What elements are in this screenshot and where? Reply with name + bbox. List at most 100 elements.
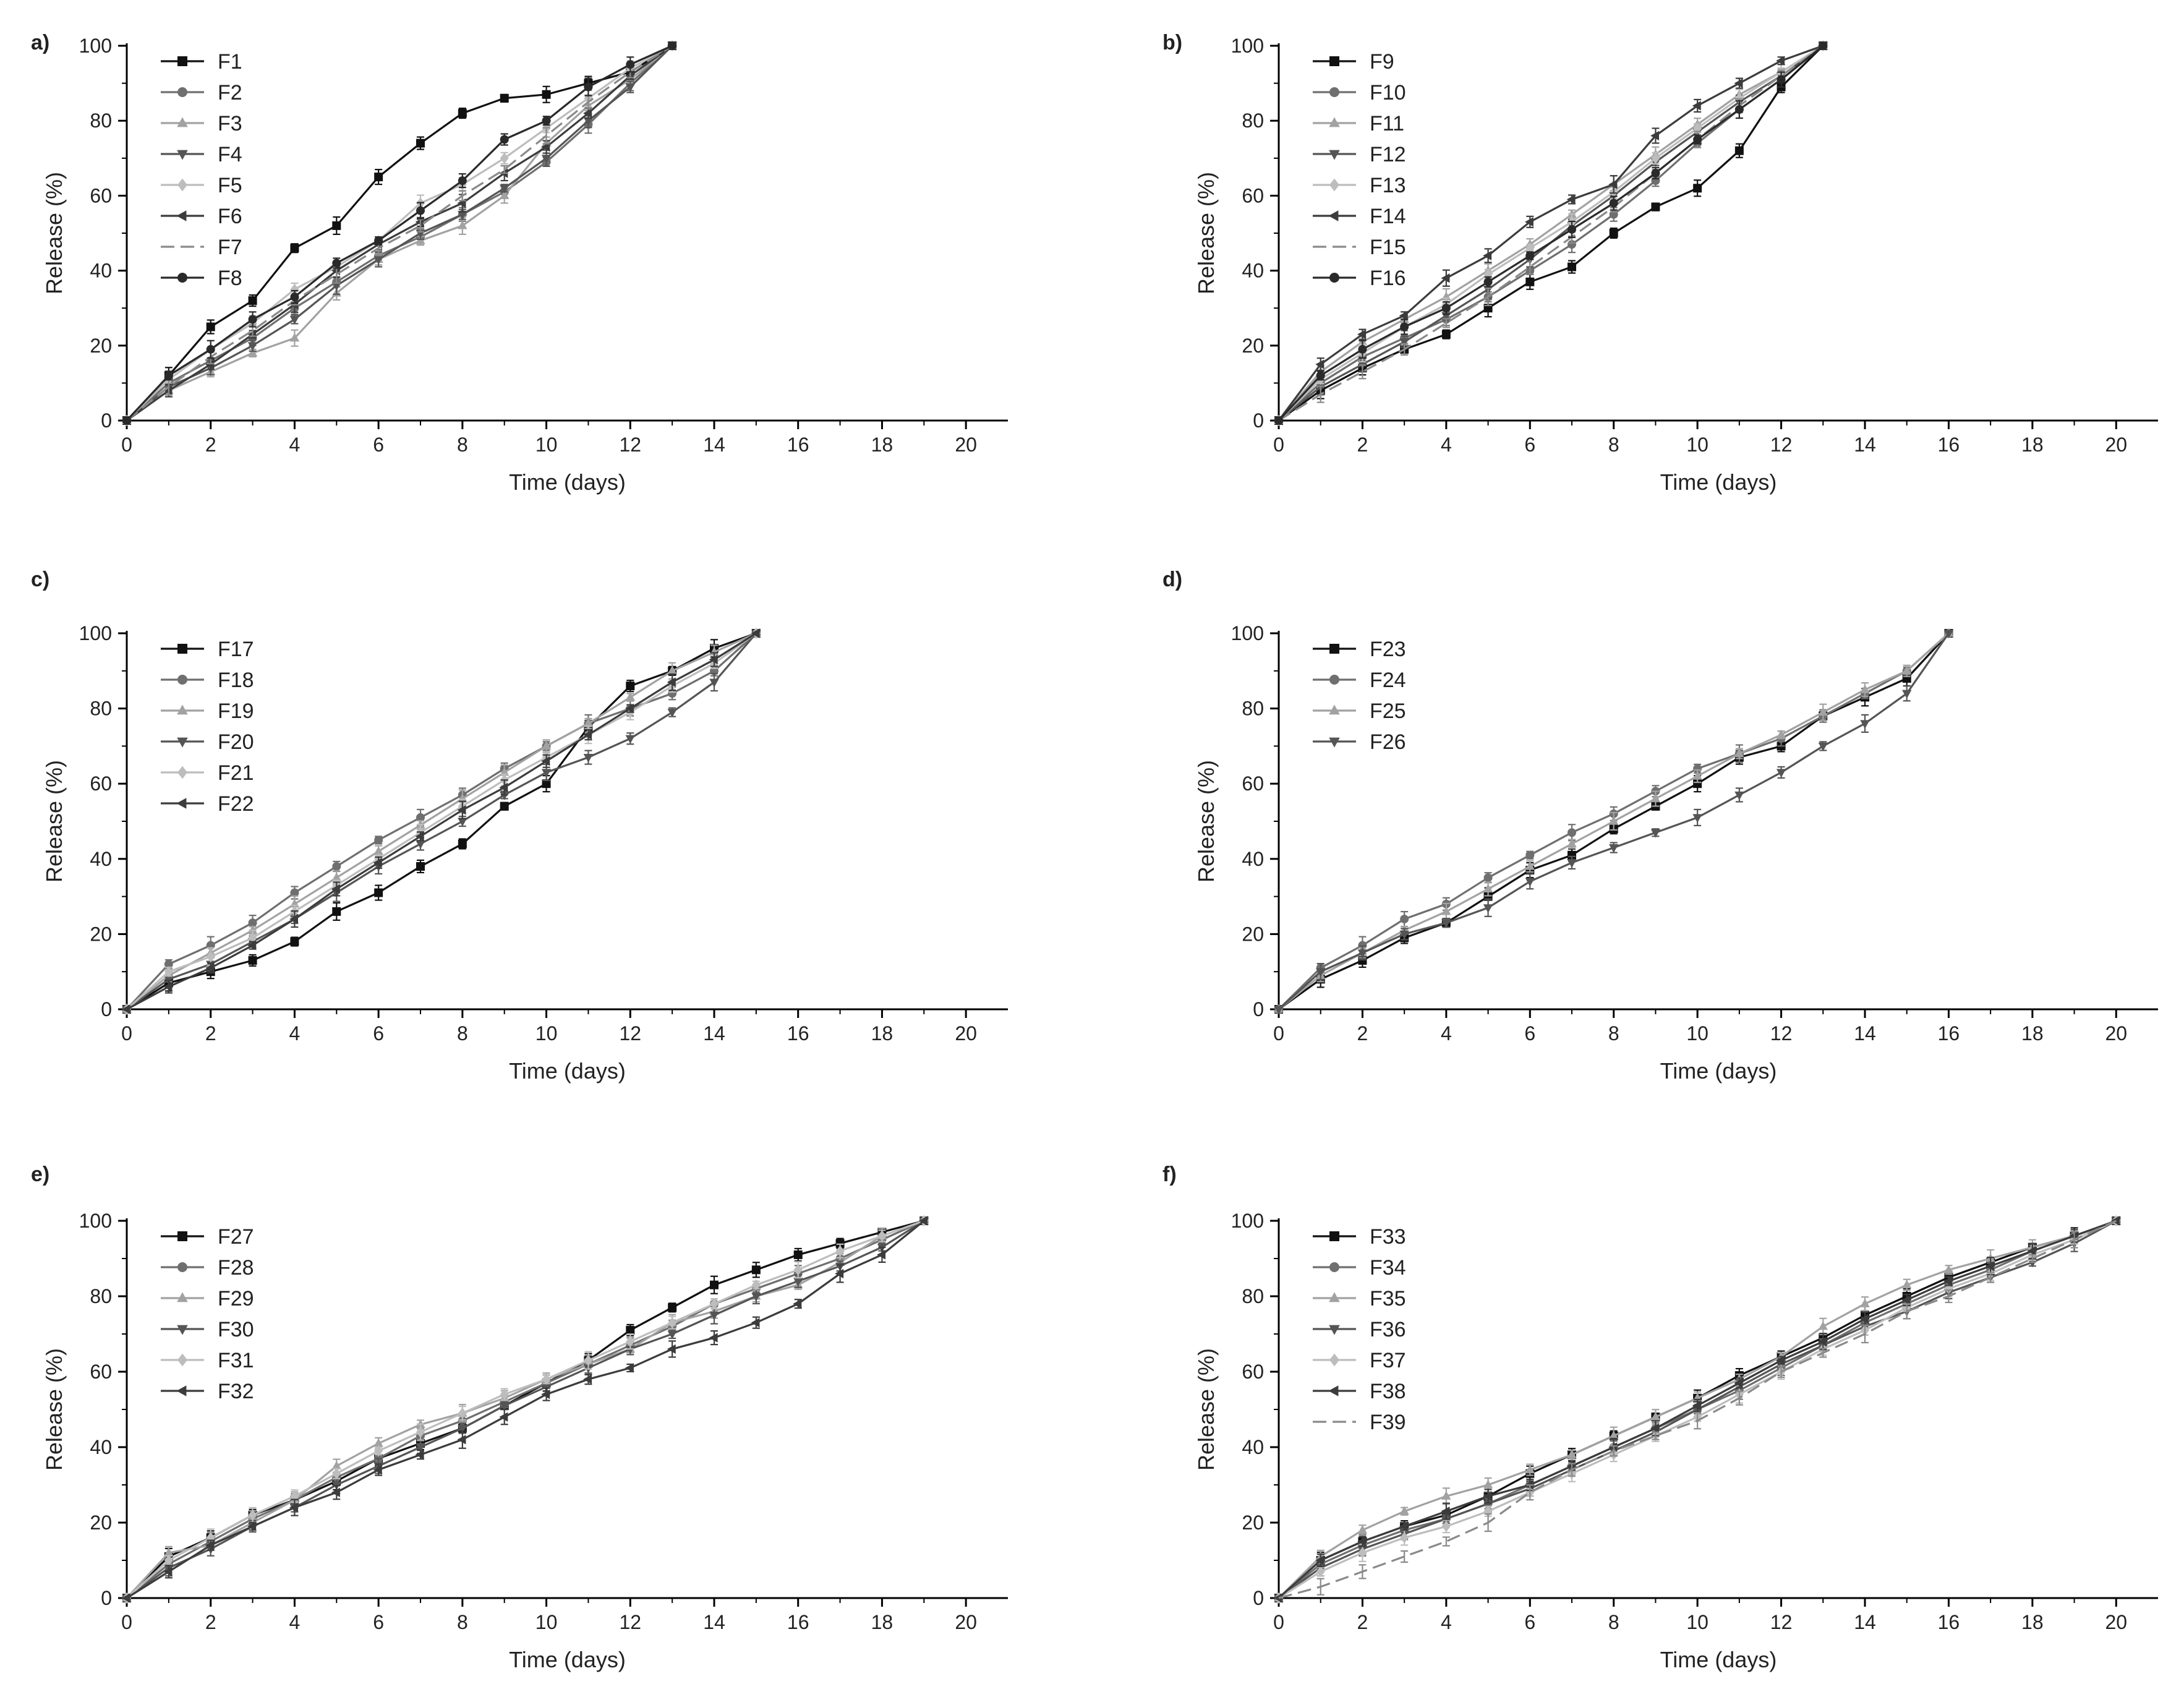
x-axis-label: Time (days) [1660, 469, 1777, 495]
data-point [541, 155, 552, 164]
series-F16 [1274, 41, 1828, 425]
legend-marker [1329, 1292, 1340, 1302]
y-tick-label: 60 [90, 184, 112, 207]
legend-marker [1329, 737, 1340, 748]
data-point [541, 1389, 550, 1400]
data-point [1776, 56, 1785, 66]
y-tick-label: 80 [1242, 1285, 1264, 1307]
data-point [1399, 310, 1408, 321]
y-tick-label: 40 [1242, 1436, 1264, 1458]
y-axis-label: Release (%) [1193, 1348, 1219, 1471]
data-point [290, 888, 299, 897]
data-point [583, 108, 592, 118]
data-point [416, 813, 425, 822]
x-tick-label: 16 [787, 1022, 809, 1045]
data-point [1315, 359, 1324, 369]
data-point [1568, 828, 1576, 837]
data-point [290, 937, 299, 946]
data-point [1568, 262, 1576, 271]
data-point [1776, 1356, 1785, 1366]
legend-label: F33 [1370, 1225, 1406, 1249]
y-tick-label: 40 [90, 1436, 112, 1458]
data-point [668, 1317, 677, 1328]
data-point [625, 1363, 634, 1373]
data-point [1441, 1521, 1451, 1532]
data-point [374, 836, 383, 845]
data-point [458, 1408, 467, 1419]
data-point [331, 1487, 340, 1497]
data-point [164, 1554, 173, 1567]
data-point [877, 1250, 886, 1260]
data-point [1441, 1490, 1451, 1500]
data-point [542, 90, 551, 99]
series-line [126, 632, 757, 1011]
x-axis-label: Time (days) [1660, 1647, 1777, 1672]
data-point [625, 1345, 635, 1354]
data-point [331, 282, 341, 291]
data-point [541, 769, 552, 778]
data-point [205, 1540, 215, 1550]
y-axis-label: Release (%) [1193, 172, 1219, 294]
y-tick-label: 0 [101, 409, 112, 432]
data-point [1315, 1555, 1324, 1565]
data-point [247, 342, 258, 351]
data-point [751, 1293, 761, 1302]
data-point [1357, 1524, 1368, 1534]
data-point [289, 914, 299, 924]
data-point [247, 940, 257, 951]
x-tick-label: 8 [1608, 1022, 1619, 1045]
legend-label: F25 [1370, 699, 1406, 723]
data-point [1734, 748, 1744, 758]
data-point [248, 932, 257, 944]
data-point [416, 1426, 425, 1438]
data-point [1901, 1295, 1911, 1305]
data-point [1441, 919, 1451, 928]
y-axis-label: Release (%) [1193, 760, 1219, 883]
data-point [415, 831, 424, 842]
data-point [374, 1445, 383, 1457]
x-tick-label: 18 [2021, 434, 2044, 456]
x-tick-label: 14 [703, 1022, 725, 1045]
data-point [457, 1435, 466, 1445]
y-tick-label: 80 [1242, 698, 1264, 720]
data-point [583, 730, 592, 740]
data-point [625, 83, 635, 93]
data-point [1860, 684, 1870, 693]
data-point [1817, 1336, 1827, 1346]
legend-label: F4 [218, 143, 242, 166]
data-point [541, 756, 550, 766]
data-point [1568, 240, 1576, 249]
x-axis-label: Time (days) [509, 1647, 626, 1672]
data-point [583, 754, 594, 763]
data-point [541, 741, 552, 750]
x-tick-label: 16 [1938, 1022, 1960, 1045]
data-point [1316, 1566, 1325, 1578]
series-line [126, 1220, 924, 1599]
data-point [1609, 199, 1618, 208]
data-point [290, 283, 299, 295]
y-tick-label: 60 [90, 1361, 112, 1383]
data-point [1400, 322, 1409, 331]
x-tick-label: 20 [955, 1022, 977, 1045]
data-point [625, 691, 635, 701]
data-point [1399, 930, 1409, 939]
data-point [457, 198, 466, 208]
legend-marker [1329, 56, 1339, 66]
y-tick-label: 20 [90, 923, 112, 945]
series-line [1278, 45, 1824, 422]
legend-marker [176, 210, 187, 221]
data-point [500, 1388, 509, 1400]
legend-label: F7 [218, 236, 242, 259]
data-point [332, 1468, 341, 1479]
data-point [1566, 194, 1576, 205]
data-point [709, 678, 719, 688]
x-tick-label: 2 [205, 1611, 216, 1633]
legend-label: F2 [218, 81, 242, 105]
legend-label: F35 [1370, 1287, 1406, 1310]
data-point [1400, 1532, 1409, 1544]
legend-label: F24 [1370, 669, 1406, 692]
y-tick-label: 100 [79, 35, 112, 57]
x-tick-label: 20 [955, 434, 977, 456]
data-point [1483, 1491, 1492, 1501]
data-point [2027, 1246, 2036, 1256]
